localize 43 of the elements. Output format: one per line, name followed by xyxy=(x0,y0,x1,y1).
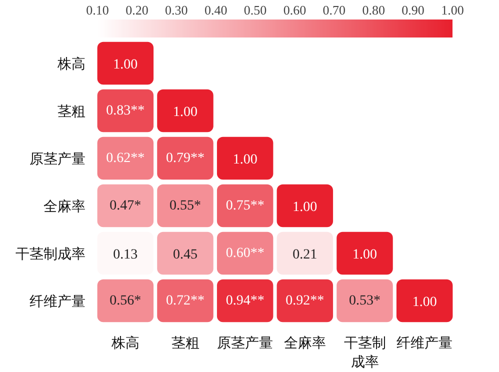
data-label: 0.13 xyxy=(113,247,138,262)
data-label: 1.00 xyxy=(412,294,437,310)
data-label: 0.83** xyxy=(106,103,145,118)
data-label: 0.47* xyxy=(110,198,142,214)
data-label: 1.00 xyxy=(113,57,138,72)
data-label: 0.56* xyxy=(110,293,142,308)
color-bar-label: 0.50 xyxy=(244,2,267,18)
y-tick-label: 全麻率 xyxy=(44,198,86,214)
y-tick-label: 原茎产量 xyxy=(30,150,86,166)
x-tick-label: 茎粗 xyxy=(171,334,200,350)
color-bar-label: 1.00 xyxy=(441,2,464,18)
data-label: 0.53* xyxy=(349,293,380,308)
data-label: 1.00 xyxy=(292,200,318,215)
color-bar-label: 0.20 xyxy=(126,2,148,18)
x-tick-label: 原茎产量 xyxy=(217,334,274,350)
data-label: 0.62** xyxy=(106,150,145,166)
data-label: 0.21 xyxy=(292,247,318,262)
color-bar-label: 0.10 xyxy=(86,2,109,18)
color-bar-label: 0.70 xyxy=(322,2,346,18)
data-label: 0.72** xyxy=(166,293,204,308)
data-label: 0.79** xyxy=(166,150,204,166)
data-label: 0.75** xyxy=(226,198,264,214)
color-bar-label: 0.30 xyxy=(165,2,188,18)
x-tick-label: 干茎制成率 xyxy=(344,334,386,370)
x-tick-label: 株高 xyxy=(110,334,140,350)
color-bar-label: 0.90 xyxy=(402,2,424,18)
data-label: 0.60** xyxy=(226,246,264,261)
data-label: 1.00 xyxy=(232,152,258,168)
data-label: 1.00 xyxy=(173,104,198,120)
y-tick-label: 纤维产量 xyxy=(30,292,86,309)
x-tick-label: 纤维产量 xyxy=(396,334,453,350)
data-label: 0.94** xyxy=(226,293,264,308)
y-tick-label: 株高 xyxy=(56,55,86,72)
data-label: 0.92** xyxy=(286,293,324,308)
y-tick-label: 干茎制成率 xyxy=(16,245,86,262)
color-bar-label: 0.40 xyxy=(204,2,228,18)
data-label: 0.55* xyxy=(170,198,201,214)
data-label: 0.45 xyxy=(173,247,198,262)
y-tick-label: 茎粗 xyxy=(58,102,86,119)
color-bar-label: 0.60 xyxy=(283,2,306,18)
x-tick-label: 全麻率 xyxy=(284,334,326,350)
data-label: 1.00 xyxy=(352,247,377,262)
color-bar-label: 0.80 xyxy=(362,2,385,18)
